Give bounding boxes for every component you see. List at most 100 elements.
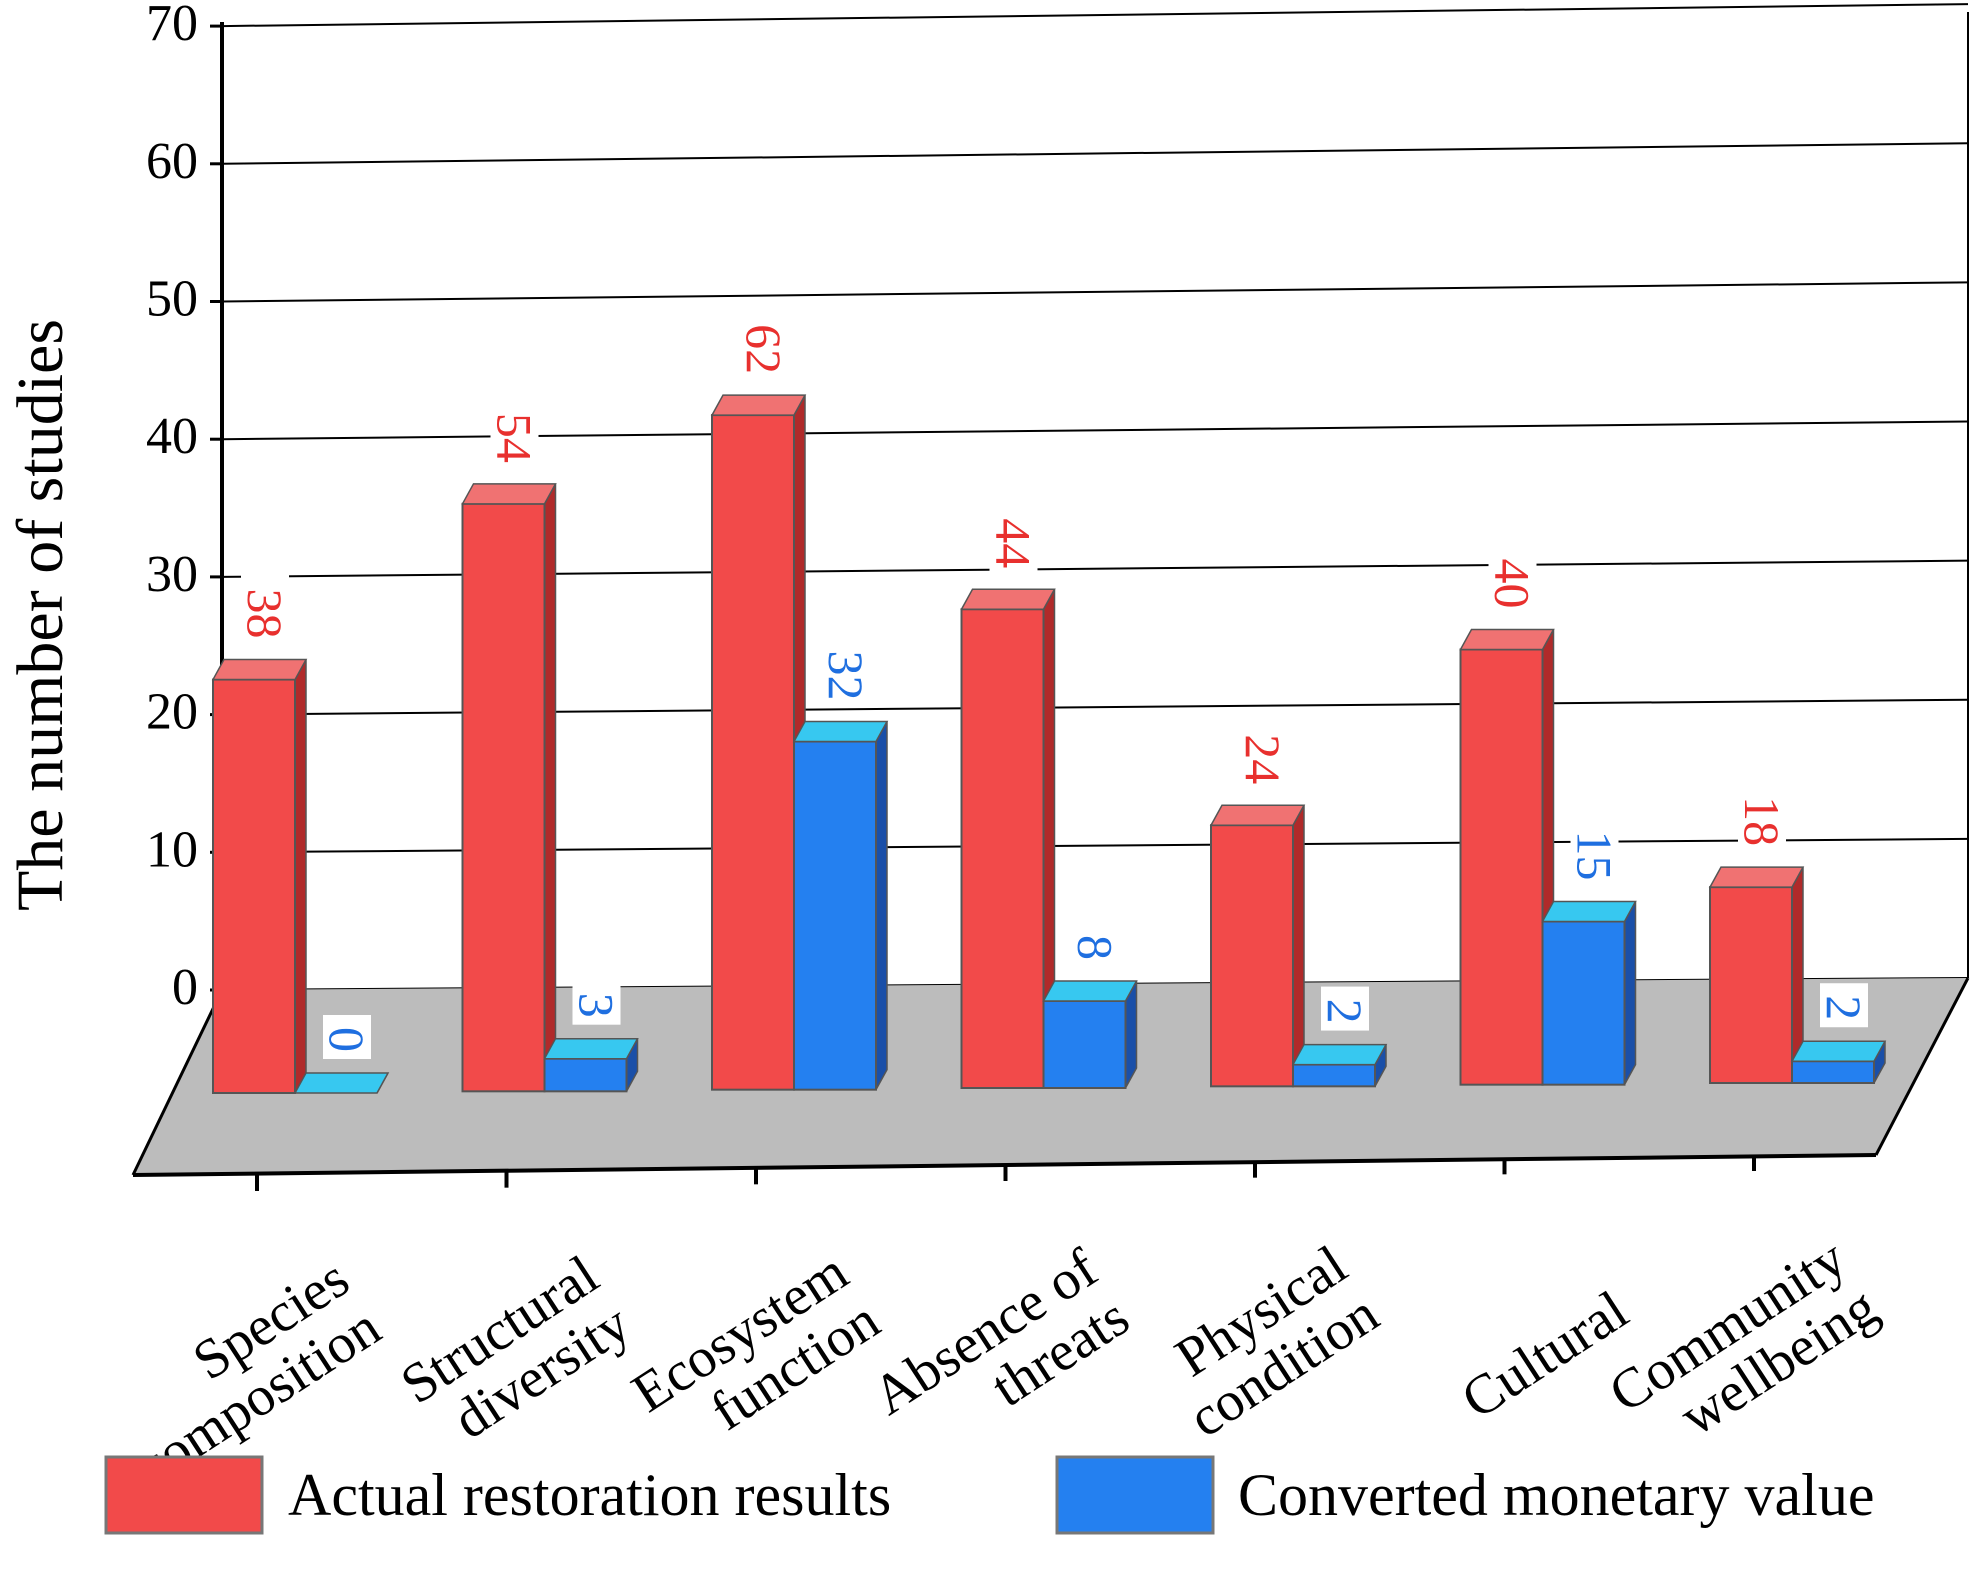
data-label-group: 0 bbox=[319, 1015, 375, 1059]
data-label: 3 bbox=[569, 993, 625, 1018]
y-tick-label: 0 bbox=[172, 959, 198, 1016]
legend-label: Converted monetary value bbox=[1238, 1462, 1874, 1528]
bar-side bbox=[1292, 804, 1305, 1087]
bar-side bbox=[294, 659, 307, 1094]
bar bbox=[543, 1057, 628, 1093]
bar bbox=[1292, 1063, 1376, 1088]
bar-top bbox=[792, 720, 889, 743]
data-label-bg bbox=[1738, 779, 1786, 854]
y-tick-label: 10 bbox=[146, 821, 198, 878]
data-label: 18 bbox=[1734, 796, 1790, 846]
bar-top bbox=[1790, 1040, 1887, 1062]
bar-top bbox=[1459, 628, 1555, 651]
y-axis-title-group: The number of studies bbox=[4, 319, 77, 911]
data-label: 8 bbox=[1068, 935, 1124, 960]
data-label-bg bbox=[989, 501, 1038, 576]
data-labels: 38 0 54 3 62 32 44 8 24 2 40 15 18 2 bbox=[237, 307, 1872, 1059]
bar bbox=[1541, 920, 1626, 1086]
bar-top bbox=[1042, 980, 1138, 1002]
data-label-bg bbox=[1239, 717, 1287, 792]
data-label-bg bbox=[1488, 541, 1537, 616]
data-label-group: 15 bbox=[1567, 813, 1623, 888]
bar bbox=[1791, 1060, 1875, 1084]
x-tick-label-group: Cultural bbox=[1451, 1279, 1639, 1431]
data-label-group: 32 bbox=[818, 633, 874, 708]
bar-top bbox=[960, 588, 1056, 611]
data-label-group: 3 bbox=[569, 980, 625, 1025]
bar-top bbox=[1209, 804, 1306, 826]
legend-swatch bbox=[104, 1455, 264, 1535]
y-axis-title: The number of studies bbox=[4, 319, 77, 911]
x-axis: SpeciescompositionStructuraldiversityEco… bbox=[125, 1155, 1889, 1499]
data-label-bg bbox=[1820, 983, 1868, 1028]
bar bbox=[1210, 824, 1294, 1088]
bar-top bbox=[1291, 1043, 1388, 1066]
data-label: 40 bbox=[1485, 558, 1541, 608]
y-tick-label: 40 bbox=[146, 408, 198, 465]
bar-top bbox=[293, 1072, 390, 1094]
bar-top bbox=[543, 1037, 639, 1060]
data-label-group: 24 bbox=[1235, 717, 1291, 792]
data-label-bg bbox=[1321, 986, 1369, 1031]
data-label: 54 bbox=[487, 413, 543, 463]
x-tick-label: Cultural bbox=[1451, 1279, 1639, 1431]
y-tick-label: 30 bbox=[146, 546, 198, 603]
data-label-group: 40 bbox=[1485, 541, 1541, 616]
data-label-bg bbox=[1570, 813, 1619, 888]
data-label-bg bbox=[490, 395, 539, 470]
bar bbox=[960, 608, 1045, 1090]
data-label-group: 2 bbox=[1317, 986, 1373, 1031]
data-label: 0 bbox=[319, 1027, 375, 1052]
y-tick-label: 20 bbox=[146, 684, 198, 741]
bar-top bbox=[1708, 866, 1805, 888]
data-label-group: 62 bbox=[736, 307, 792, 382]
data-label-group: 2 bbox=[1816, 983, 1872, 1028]
legend-swatch bbox=[1055, 1455, 1215, 1535]
data-label-bg bbox=[1071, 922, 1120, 967]
floor-left-edge bbox=[131, 989, 224, 1176]
bar bbox=[1042, 999, 1127, 1090]
bar-top bbox=[1541, 900, 1637, 923]
data-label-bg bbox=[572, 980, 621, 1025]
bar bbox=[711, 414, 795, 1091]
bar bbox=[212, 678, 296, 1094]
bar bbox=[1459, 648, 1544, 1086]
data-label-group: 54 bbox=[487, 395, 543, 470]
bar bbox=[1709, 886, 1793, 1084]
y-axis: 0 10 20 30 40 50 60 70 bbox=[146, 0, 224, 1016]
y-tick-label: 50 bbox=[146, 271, 198, 328]
bar-side bbox=[875, 721, 888, 1091]
data-label-group: 44 bbox=[986, 501, 1042, 576]
legend-label: Actual restoration results bbox=[288, 1462, 891, 1528]
data-label-bg bbox=[822, 633, 870, 708]
bars bbox=[211, 394, 1887, 1094]
data-label-bg bbox=[323, 1015, 371, 1059]
data-label-bg bbox=[241, 571, 289, 646]
data-label: 15 bbox=[1567, 830, 1623, 880]
gridline bbox=[221, 281, 1969, 303]
bar bbox=[793, 740, 877, 1091]
data-label: 44 bbox=[986, 518, 1042, 568]
data-label-bg bbox=[740, 307, 788, 382]
floor-right-edge bbox=[1874, 977, 1970, 1156]
data-label: 32 bbox=[818, 651, 874, 701]
data-label-group: 38 bbox=[237, 571, 293, 646]
bar-side bbox=[543, 483, 557, 1092]
legend: Actual restoration results Converted mone… bbox=[104, 1455, 1874, 1535]
bar-top bbox=[710, 394, 807, 416]
bar-side bbox=[1623, 901, 1637, 1086]
data-label: 62 bbox=[736, 324, 792, 374]
y-tick-label: 70 bbox=[146, 0, 198, 52]
gridline bbox=[221, 142, 1969, 165]
data-label: 24 bbox=[1235, 734, 1291, 784]
data-label: 2 bbox=[1816, 995, 1872, 1020]
data-label-group: 18 bbox=[1734, 779, 1790, 854]
data-label-group: 8 bbox=[1068, 922, 1124, 967]
